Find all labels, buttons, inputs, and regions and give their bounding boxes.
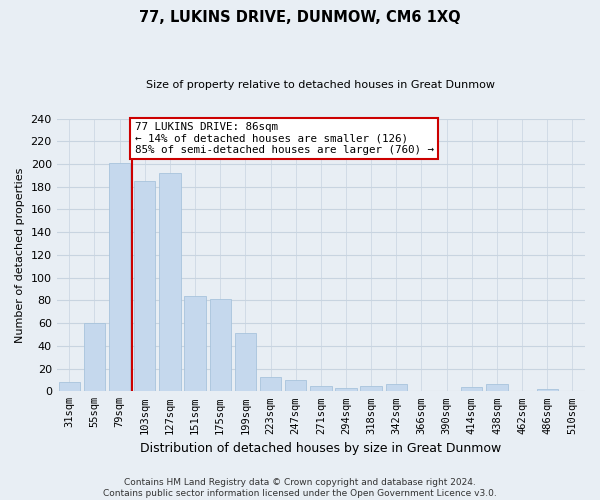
- Bar: [486, 384, 508, 392]
- Bar: [536, 389, 558, 392]
- Text: Contains HM Land Registry data © Crown copyright and database right 2024.
Contai: Contains HM Land Registry data © Crown c…: [103, 478, 497, 498]
- Bar: [235, 334, 256, 392]
- Bar: [84, 323, 105, 392]
- Bar: [335, 388, 356, 392]
- Bar: [461, 387, 482, 392]
- Bar: [134, 181, 155, 392]
- Bar: [386, 384, 407, 392]
- Text: 77, LUKINS DRIVE, DUNMOW, CM6 1XQ: 77, LUKINS DRIVE, DUNMOW, CM6 1XQ: [139, 10, 461, 25]
- Bar: [184, 296, 206, 392]
- Title: Size of property relative to detached houses in Great Dunmow: Size of property relative to detached ho…: [146, 80, 496, 90]
- Bar: [260, 376, 281, 392]
- Bar: [109, 163, 130, 392]
- Bar: [209, 300, 231, 392]
- Bar: [59, 382, 80, 392]
- Bar: [361, 386, 382, 392]
- X-axis label: Distribution of detached houses by size in Great Dunmow: Distribution of detached houses by size …: [140, 442, 502, 455]
- Bar: [310, 386, 332, 392]
- Text: 77 LUKINS DRIVE: 86sqm
← 14% of detached houses are smaller (126)
85% of semi-de: 77 LUKINS DRIVE: 86sqm ← 14% of detached…: [134, 122, 434, 155]
- Y-axis label: Number of detached properties: Number of detached properties: [15, 167, 25, 342]
- Bar: [159, 173, 181, 392]
- Bar: [285, 380, 307, 392]
